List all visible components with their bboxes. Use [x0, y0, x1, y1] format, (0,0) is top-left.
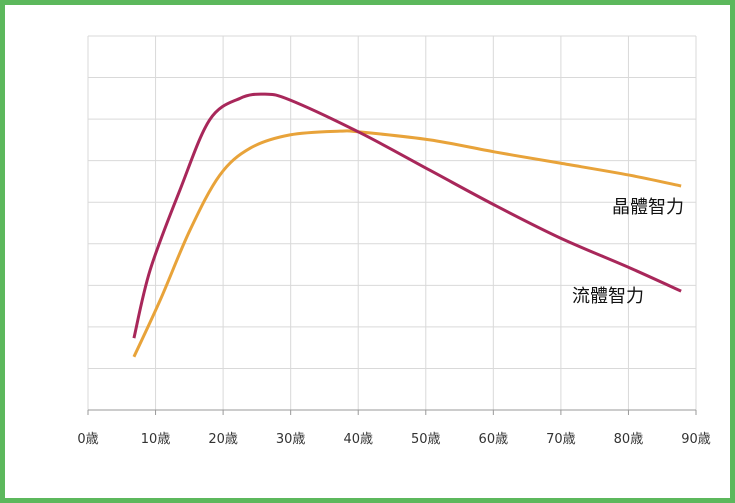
- x-tick-label: 50歳: [411, 432, 441, 447]
- x-tick-label: 20歳: [208, 432, 238, 447]
- line-series: [132, 92, 682, 339]
- x-tick-label: 70歳: [546, 432, 576, 447]
- x-tick-label: 90歳: [681, 432, 711, 447]
- x-tick-label: 30歳: [276, 432, 306, 447]
- x-tick-label: 60歳: [479, 432, 509, 447]
- x-tick-label: 80歳: [614, 432, 644, 447]
- x-tick-label: 10歳: [141, 432, 171, 447]
- x-tick-label: 0歳: [77, 432, 98, 447]
- line-series: [132, 129, 682, 358]
- x-tick-label: 40歳: [343, 432, 373, 447]
- series-label: 流體智力: [572, 286, 644, 307]
- series-label: 晶體智力: [612, 197, 684, 218]
